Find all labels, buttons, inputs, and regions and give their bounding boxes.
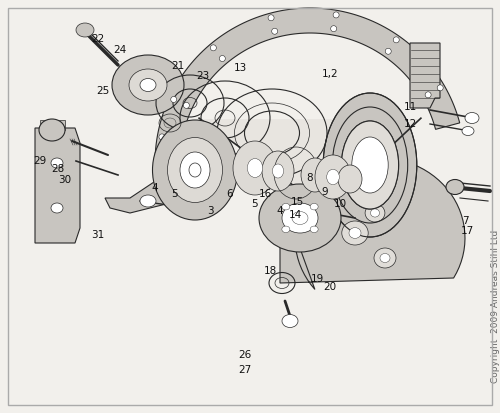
- Text: 3: 3: [206, 206, 214, 216]
- Ellipse shape: [39, 119, 65, 141]
- Ellipse shape: [301, 158, 329, 192]
- Circle shape: [393, 37, 399, 43]
- Ellipse shape: [140, 78, 156, 92]
- Text: 4: 4: [152, 183, 158, 193]
- Ellipse shape: [310, 204, 318, 210]
- Text: 20: 20: [324, 282, 336, 292]
- Ellipse shape: [233, 141, 277, 195]
- Text: 5: 5: [172, 189, 178, 199]
- Text: 16: 16: [258, 189, 272, 199]
- Text: 28: 28: [51, 164, 64, 174]
- Ellipse shape: [349, 228, 361, 238]
- Circle shape: [333, 12, 339, 18]
- Text: 9: 9: [322, 187, 328, 197]
- Text: 12: 12: [404, 119, 416, 129]
- Text: 4: 4: [276, 206, 283, 216]
- Text: 30: 30: [58, 175, 71, 185]
- Ellipse shape: [292, 211, 308, 225]
- Ellipse shape: [282, 204, 290, 210]
- Polygon shape: [155, 8, 460, 159]
- Circle shape: [184, 102, 190, 108]
- Text: 15: 15: [291, 197, 304, 207]
- Ellipse shape: [76, 23, 94, 37]
- Circle shape: [220, 55, 226, 62]
- Circle shape: [425, 92, 431, 98]
- Ellipse shape: [380, 254, 390, 263]
- Ellipse shape: [323, 93, 417, 237]
- Circle shape: [268, 15, 274, 21]
- Ellipse shape: [129, 69, 167, 101]
- Circle shape: [385, 48, 391, 54]
- Ellipse shape: [180, 152, 210, 188]
- Text: 17: 17: [461, 226, 474, 236]
- Circle shape: [170, 97, 176, 102]
- Ellipse shape: [262, 151, 294, 191]
- Circle shape: [210, 45, 216, 51]
- Ellipse shape: [352, 137, 388, 193]
- Polygon shape: [35, 128, 80, 243]
- Text: 29: 29: [34, 156, 46, 166]
- Ellipse shape: [259, 184, 341, 252]
- Ellipse shape: [310, 226, 318, 233]
- Text: 27: 27: [238, 365, 252, 375]
- Ellipse shape: [342, 121, 398, 209]
- Ellipse shape: [315, 155, 351, 199]
- Text: 25: 25: [96, 86, 109, 96]
- Ellipse shape: [365, 204, 385, 222]
- Circle shape: [172, 136, 178, 142]
- Ellipse shape: [446, 180, 464, 195]
- Ellipse shape: [282, 203, 318, 233]
- Ellipse shape: [168, 138, 222, 202]
- Ellipse shape: [465, 112, 479, 123]
- Polygon shape: [410, 43, 440, 108]
- Circle shape: [159, 134, 165, 140]
- Ellipse shape: [189, 163, 201, 177]
- Ellipse shape: [152, 120, 238, 220]
- Polygon shape: [202, 119, 418, 208]
- Ellipse shape: [462, 126, 474, 135]
- Text: 8: 8: [306, 173, 314, 183]
- Text: 26: 26: [238, 350, 252, 360]
- Text: 7: 7: [462, 216, 468, 226]
- Circle shape: [437, 85, 443, 91]
- Polygon shape: [105, 163, 240, 213]
- Text: 10: 10: [334, 199, 346, 209]
- Circle shape: [330, 26, 336, 32]
- Text: 6: 6: [226, 189, 234, 199]
- Ellipse shape: [272, 164, 283, 178]
- Text: 24: 24: [114, 45, 126, 55]
- Text: 31: 31: [91, 230, 104, 240]
- Text: 19: 19: [311, 274, 324, 284]
- Text: 21: 21: [171, 61, 184, 71]
- Polygon shape: [40, 120, 65, 130]
- Text: 5: 5: [252, 199, 258, 209]
- Ellipse shape: [338, 165, 362, 193]
- Text: 23: 23: [196, 71, 209, 81]
- Ellipse shape: [112, 55, 184, 115]
- Ellipse shape: [140, 195, 156, 207]
- Ellipse shape: [374, 248, 396, 268]
- Ellipse shape: [51, 203, 63, 213]
- Circle shape: [272, 28, 278, 34]
- Ellipse shape: [173, 202, 187, 213]
- Text: 1,2: 1,2: [322, 69, 338, 79]
- Ellipse shape: [370, 209, 380, 217]
- Text: 22: 22: [91, 34, 104, 44]
- Text: 11: 11: [404, 102, 416, 112]
- Ellipse shape: [282, 226, 290, 233]
- Ellipse shape: [51, 158, 63, 168]
- Polygon shape: [280, 158, 465, 290]
- Text: 13: 13: [234, 63, 246, 73]
- Ellipse shape: [282, 315, 298, 328]
- Text: Copyright  2009 Andreas Stihl Ltd: Copyright 2009 Andreas Stihl Ltd: [490, 230, 500, 383]
- Ellipse shape: [248, 159, 262, 178]
- Text: 14: 14: [288, 210, 302, 220]
- Text: 18: 18: [264, 266, 276, 275]
- Ellipse shape: [342, 221, 368, 245]
- Ellipse shape: [326, 169, 340, 185]
